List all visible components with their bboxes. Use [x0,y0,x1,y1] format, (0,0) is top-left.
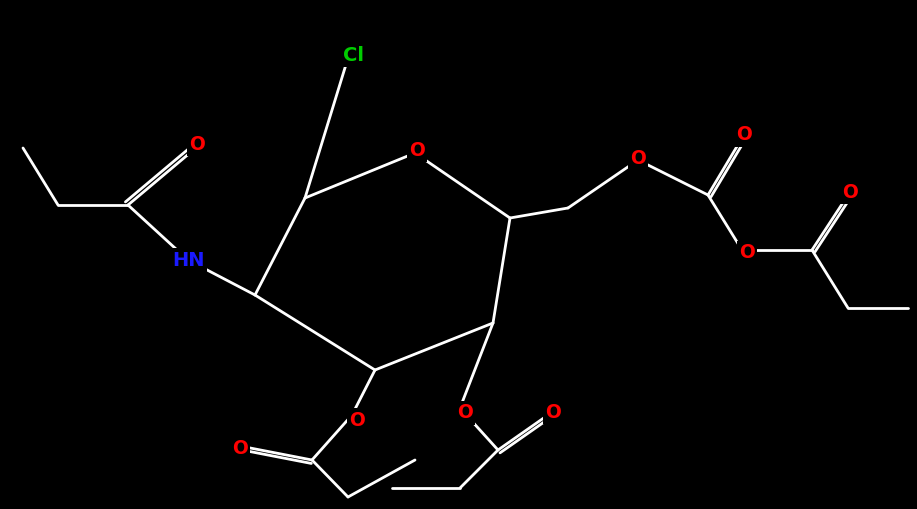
Text: O: O [457,404,473,422]
Text: O: O [189,134,204,154]
Text: HN: HN [171,250,204,269]
Text: O: O [409,140,425,159]
Text: O: O [349,410,365,430]
Text: O: O [545,403,561,421]
Text: O: O [842,183,858,202]
Text: O: O [232,439,248,459]
Text: O: O [630,149,646,167]
Text: Cl: Cl [343,45,363,65]
Text: O: O [736,126,752,145]
Text: O: O [739,243,755,263]
